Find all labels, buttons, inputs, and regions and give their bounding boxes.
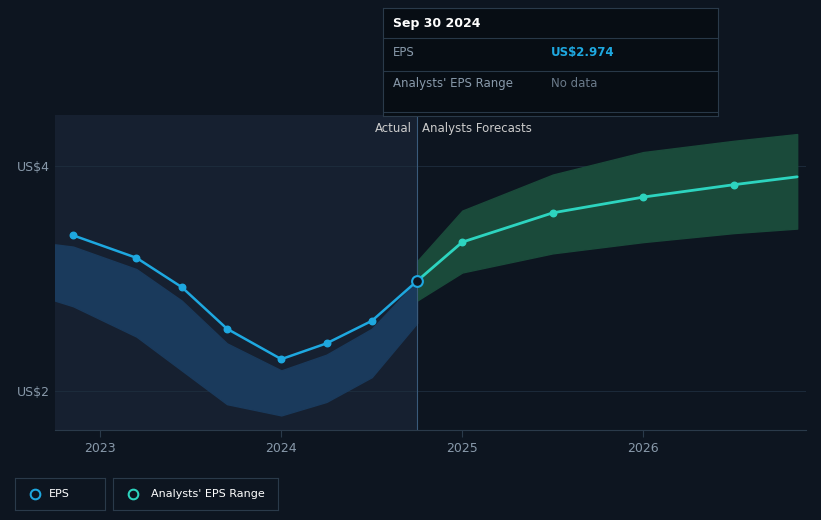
Text: Actual: Actual bbox=[374, 122, 411, 135]
Point bbox=[365, 317, 378, 325]
Point bbox=[67, 231, 80, 240]
Text: Analysts Forecasts: Analysts Forecasts bbox=[423, 122, 532, 135]
Point bbox=[28, 490, 41, 498]
Point bbox=[275, 355, 288, 363]
Text: Analysts' EPS Range: Analysts' EPS Range bbox=[393, 77, 513, 90]
Point bbox=[28, 490, 41, 498]
Bar bbox=[55, 115, 417, 430]
Point bbox=[727, 180, 741, 189]
Point bbox=[410, 277, 424, 285]
Text: EPS: EPS bbox=[49, 489, 70, 499]
Point bbox=[546, 209, 559, 217]
Text: Sep 30 2024: Sep 30 2024 bbox=[393, 17, 480, 30]
Text: No data: No data bbox=[551, 77, 597, 90]
Point bbox=[130, 254, 143, 262]
Point bbox=[456, 238, 469, 246]
Point bbox=[175, 283, 188, 291]
Point bbox=[220, 324, 233, 333]
Point bbox=[410, 277, 424, 285]
Point bbox=[126, 490, 140, 498]
Text: Analysts' EPS Range: Analysts' EPS Range bbox=[151, 489, 264, 499]
Point bbox=[126, 490, 140, 498]
Text: EPS: EPS bbox=[393, 46, 415, 59]
Point bbox=[637, 193, 650, 201]
Point bbox=[320, 339, 333, 347]
Text: US$2.974: US$2.974 bbox=[551, 46, 614, 59]
